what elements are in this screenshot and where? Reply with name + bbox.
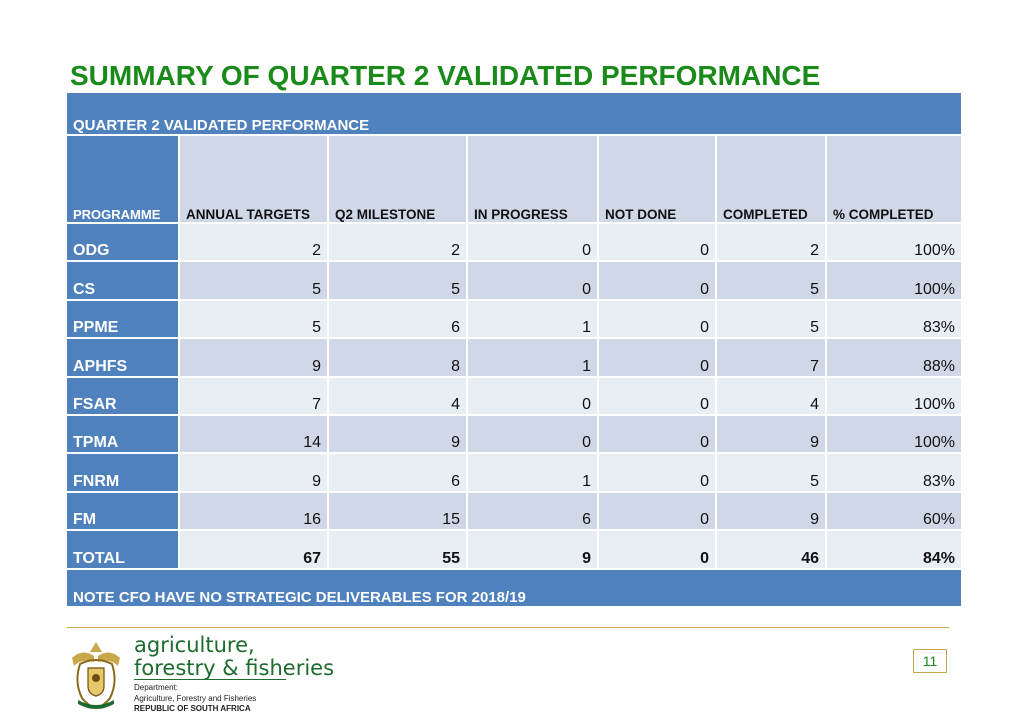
cell-programme: TPMA — [67, 413, 179, 454]
cell-q2-milestone: 9 — [327, 413, 467, 454]
total-row: TOTAL 67 55 9 0 46 84% — [67, 529, 962, 569]
cell-not-done: 0 — [597, 298, 716, 339]
cell-completed: 46 — [715, 529, 826, 569]
col-header-pct-completed: % COMPLETED — [824, 134, 962, 223]
cell-programme: FNRM — [67, 452, 179, 492]
cell-programme: TOTAL — [67, 529, 179, 569]
coat-of-arms-icon — [72, 642, 120, 710]
cell-in-progress: 0 — [466, 413, 598, 454]
dept-small-3: REPUBLIC OF SOUTH AFRICA — [134, 704, 251, 713]
col-header-annual-targets: ANNUAL TARGETS — [178, 134, 328, 223]
table-row: FSAR 7 4 0 0 4 100% — [67, 375, 962, 415]
table-row: TPMA 14 9 0 0 9 100% — [67, 413, 962, 454]
cell-not-done: 0 — [597, 490, 716, 531]
cell-programme: ODG — [67, 221, 179, 262]
page-number: 11 — [913, 649, 947, 673]
department-caption: Department: Agriculture, Forestry and Fi… — [134, 683, 256, 715]
col-header-completed: COMPLETED — [715, 134, 826, 223]
cell-programme: FM — [67, 490, 179, 531]
cell-pct-completed: 100% — [824, 221, 962, 262]
cell-completed: 9 — [715, 490, 826, 531]
cell-annual-targets: 9 — [178, 337, 328, 377]
cell-q2-milestone: 15 — [327, 490, 467, 531]
note-text: NOTE CFO HAVE NO STRATEGIC DELIVERABLES … — [67, 567, 962, 606]
page-title: SUMMARY OF QUARTER 2 VALIDATED PERFORMAN… — [70, 60, 821, 91]
cell-q2-milestone: 6 — [327, 298, 467, 339]
cell-q2-milestone: 5 — [327, 260, 467, 300]
table-row: FNRM 9 6 1 0 5 83% — [67, 452, 962, 492]
cell-q2-milestone: 55 — [327, 529, 467, 569]
cell-pct-completed: 83% — [824, 452, 962, 492]
cell-annual-targets: 2 — [178, 221, 328, 262]
cell-pct-completed: 100% — [824, 375, 962, 415]
table-band-header: QUARTER 2 VALIDATED PERFORMANCE — [67, 93, 962, 135]
footer-divider — [67, 627, 949, 628]
band-label: QUARTER 2 VALIDATED PERFORMANCE — [67, 93, 962, 135]
cell-in-progress: 9 — [466, 529, 598, 569]
cell-annual-targets: 7 — [178, 375, 328, 415]
cell-not-done: 0 — [597, 452, 716, 492]
cell-not-done: 0 — [597, 260, 716, 300]
cell-annual-targets: 67 — [178, 529, 328, 569]
cell-pct-completed: 60% — [824, 490, 962, 531]
cell-in-progress: 1 — [466, 337, 598, 377]
cell-pct-completed: 83% — [824, 298, 962, 339]
cell-completed: 5 — [715, 298, 826, 339]
cell-pct-completed: 100% — [824, 260, 962, 300]
cell-completed: 9 — [715, 413, 826, 454]
cell-in-progress: 1 — [466, 452, 598, 492]
cell-in-progress: 6 — [466, 490, 598, 531]
cell-pct-completed: 100% — [824, 413, 962, 454]
cell-programme: PPME — [67, 298, 179, 339]
cell-annual-targets: 5 — [178, 260, 328, 300]
cell-not-done: 0 — [597, 529, 716, 569]
cell-pct-completed: 88% — [824, 337, 962, 377]
dept-line-1: agriculture, — [134, 633, 255, 657]
cell-annual-targets: 14 — [178, 413, 328, 454]
cell-completed: 7 — [715, 337, 826, 377]
cell-not-done: 0 — [597, 413, 716, 454]
dept-small-2: Agriculture, Forestry and Fisheries — [134, 693, 257, 703]
dept-small-1: Department: — [134, 683, 179, 692]
cell-not-done: 0 — [597, 221, 716, 262]
cell-pct-completed: 84% — [824, 529, 962, 569]
table-row: PPME 5 6 1 0 5 83% — [67, 298, 962, 339]
cell-programme: APHFS — [67, 337, 179, 377]
table-row: FM 16 15 6 0 9 60% — [67, 490, 962, 531]
cell-q2-milestone: 6 — [327, 452, 467, 492]
dept-line-2: forestry & fisheries — [134, 656, 335, 680]
cell-completed: 5 — [715, 452, 826, 492]
cell-programme: FSAR — [67, 375, 179, 415]
table-row: APHFS 9 8 1 0 7 88% — [67, 337, 962, 377]
cell-q2-milestone: 8 — [327, 337, 467, 377]
cell-not-done: 0 — [597, 375, 716, 415]
table-row: ODG 2 2 0 0 2 100% — [67, 221, 962, 262]
col-header-programme: PROGRAMME — [67, 134, 179, 223]
cell-annual-targets: 16 — [178, 490, 328, 531]
cell-q2-milestone: 2 — [327, 221, 467, 262]
cell-completed: 2 — [715, 221, 826, 262]
cell-programme: CS — [67, 260, 179, 300]
cell-in-progress: 0 — [466, 375, 598, 415]
table-row: CS 5 5 0 0 5 100% — [67, 260, 962, 300]
col-header-in-progress: IN PROGRESS — [466, 134, 598, 223]
note-row: NOTE CFO HAVE NO STRATEGIC DELIVERABLES … — [67, 567, 962, 606]
cell-in-progress: 0 — [466, 260, 598, 300]
dept-underline — [134, 679, 286, 680]
department-wordmark: agriculture, forestry & fisheries — [134, 634, 334, 680]
col-header-not-done: NOT DONE — [597, 134, 716, 223]
performance-table: QUARTER 2 VALIDATED PERFORMANCE PROGRAMM… — [67, 93, 962, 606]
cell-q2-milestone: 4 — [327, 375, 467, 415]
cell-not-done: 0 — [597, 337, 716, 377]
cell-in-progress: 0 — [466, 221, 598, 262]
cell-completed: 4 — [715, 375, 826, 415]
col-header-q2-milestone: Q2 MILESTONE — [327, 134, 467, 223]
cell-completed: 5 — [715, 260, 826, 300]
cell-in-progress: 1 — [466, 298, 598, 339]
cell-annual-targets: 5 — [178, 298, 328, 339]
column-header-row: PROGRAMME ANNUAL TARGETS Q2 MILESTONE IN… — [67, 134, 962, 223]
cell-annual-targets: 9 — [178, 452, 328, 492]
